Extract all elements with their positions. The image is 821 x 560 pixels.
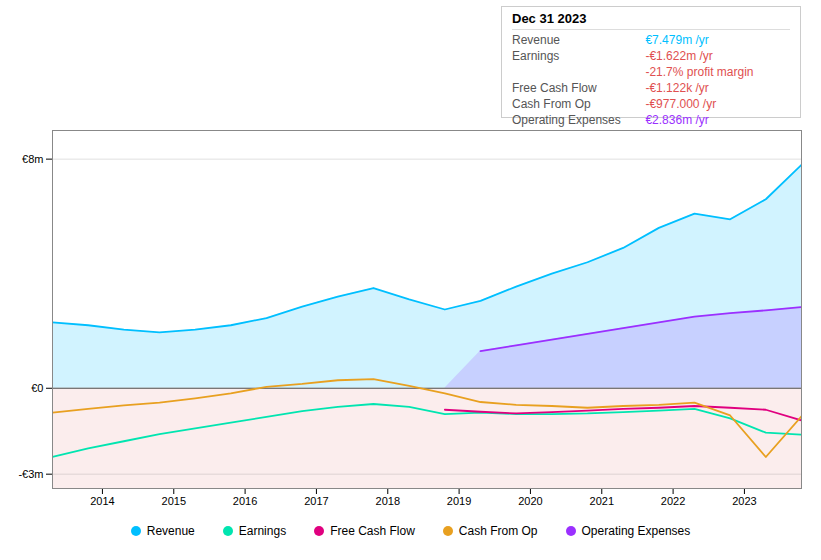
html-text:Dec 31 2023: Dec 31 2023 bbox=[512, 11, 587, 26]
html-text:Operating Expenses: Operating Expenses bbox=[581, 524, 691, 538]
html-text:Free Cash Flow: Free Cash Flow bbox=[512, 81, 597, 95]
html-text:-€977.000 /yr: -€977.000 /yr bbox=[645, 97, 717, 111]
html-text:-21.7% profit margin: -21.7% profit margin bbox=[645, 65, 754, 79]
svg-text:-€3m: -€3m bbox=[18, 468, 43, 480]
html-text:Cash From Op: Cash From Op bbox=[512, 97, 591, 111]
svg-text:2015: 2015 bbox=[162, 495, 186, 507]
html-text:€7.479m /yr: €7.479m /yr bbox=[645, 33, 709, 47]
html-text:Revenue: Revenue bbox=[512, 33, 560, 47]
svg-text:€8m: €8m bbox=[22, 153, 43, 165]
html-text:Earnings: Earnings bbox=[238, 524, 287, 538]
html-text:Earnings: Earnings bbox=[512, 49, 560, 63]
svg-text:2023: 2023 bbox=[732, 495, 756, 507]
html-text:€2.836m /yr: €2.836m /yr bbox=[645, 113, 709, 127]
html-text:Free Cash Flow: Free Cash Flow bbox=[330, 524, 415, 538]
svg-text:2019: 2019 bbox=[447, 495, 471, 507]
html-text:Cash From Op: Cash From Op bbox=[458, 524, 538, 538]
svg-text:2022: 2022 bbox=[661, 495, 685, 507]
html-text:-€1.622m /yr: -€1.622m /yr bbox=[645, 49, 713, 63]
html-text:Operating Expenses: Operating Expenses bbox=[512, 113, 621, 127]
html-text:-€1.122k /yr: -€1.122k /yr bbox=[645, 81, 709, 95]
svg-text:2016: 2016 bbox=[233, 495, 257, 507]
svg-text:2014: 2014 bbox=[90, 495, 114, 507]
svg-text:2018: 2018 bbox=[376, 495, 400, 507]
svg-text:2020: 2020 bbox=[518, 495, 542, 507]
html-text:Revenue: Revenue bbox=[146, 524, 195, 538]
svg-text:2017: 2017 bbox=[304, 495, 328, 507]
svg-text:2021: 2021 bbox=[590, 495, 614, 507]
svg-text:€0: €0 bbox=[31, 382, 43, 394]
